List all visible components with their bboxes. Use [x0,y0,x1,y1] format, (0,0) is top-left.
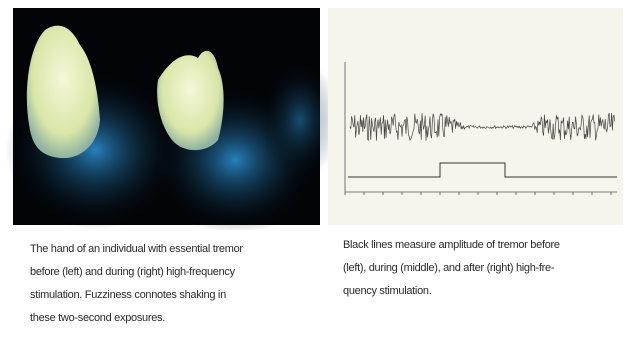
caption-line: (left), during (middle), and after (righ… [343,257,560,280]
right-caption: Black lines measure amplitude of tremor … [343,234,560,303]
left-caption: The hand of an individual with essential… [30,238,243,330]
caption-line: quency stimulation. [343,280,560,303]
caption-line: these two-second exposures. [30,307,243,330]
caption-line: before (left) and during (right) high-fr… [30,261,243,284]
figure-page: The hand of an individual with essential… [0,0,629,356]
caption-line: The hand of an individual with essential… [30,238,243,261]
caption-line: stimulation. Fuzziness connotes shaking … [30,284,243,307]
figure-images [0,0,629,230]
caption-line: Black lines measure amplitude of tremor … [343,234,560,257]
plot-panel [328,8,623,225]
